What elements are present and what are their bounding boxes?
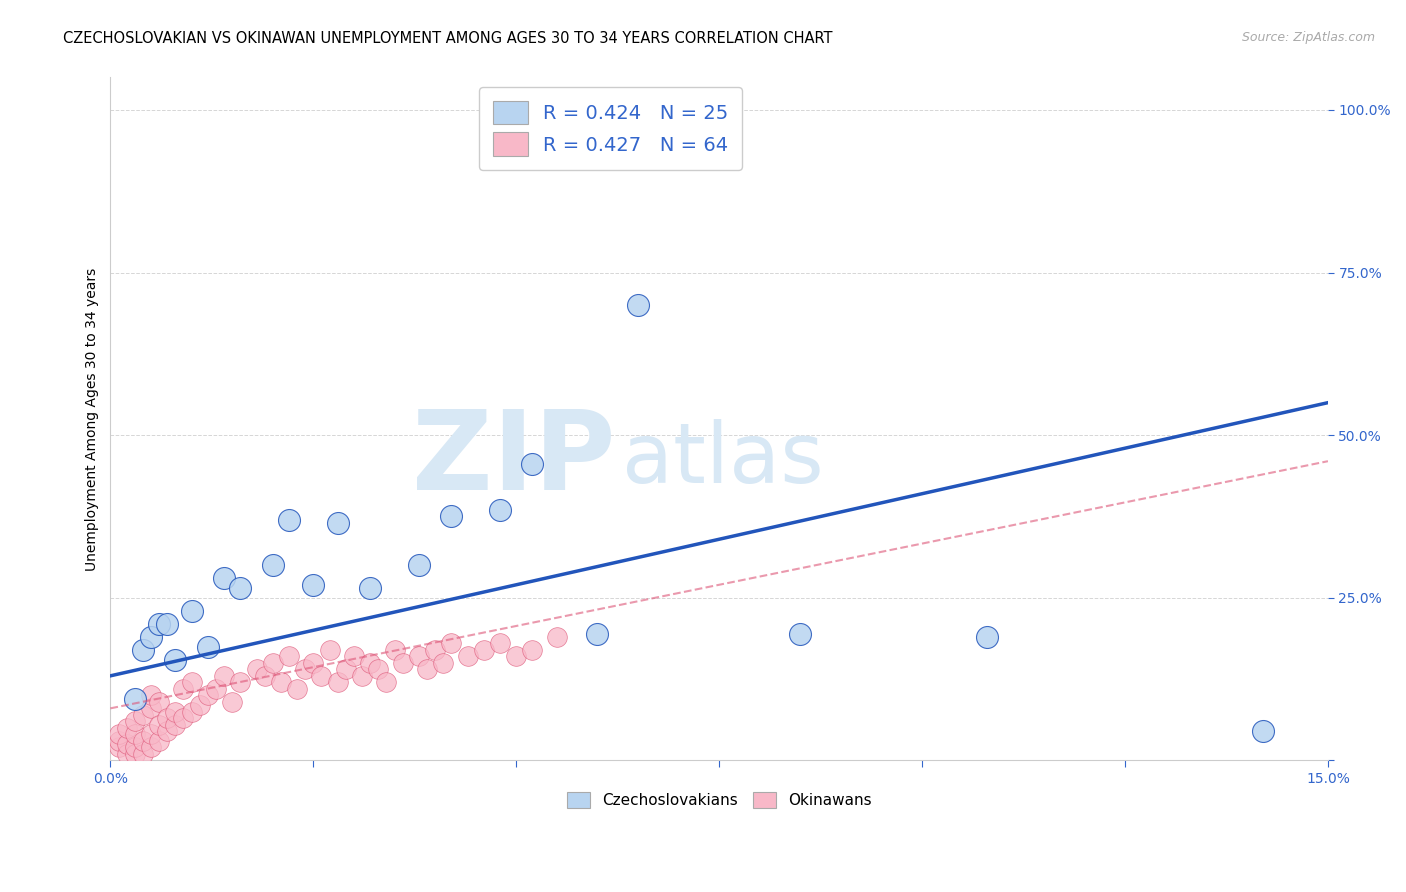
Point (457, 649, 479, 664)
Point (335, 662, 357, 676)
Point (205, 681, 228, 696)
Point (165, 652, 187, 666)
Point (294, 662, 316, 676)
Point (124, 691, 146, 706)
Point (311, 669, 333, 683)
Point (384, 642, 406, 657)
Point (278, 513, 301, 527)
Point (416, 662, 439, 676)
Point (391, 656, 413, 670)
Point (285, 681, 308, 696)
Point (197, 689, 219, 703)
Point (505, 649, 527, 664)
Point (124, 727, 146, 741)
Point (115, 747, 138, 761)
Point (156, 724, 179, 739)
Point (107, 734, 129, 748)
Point (489, 503, 512, 517)
Point (107, 740, 129, 755)
Point (139, 689, 162, 703)
Point (139, 727, 162, 741)
Text: ZIP: ZIP (412, 407, 616, 514)
Point (229, 675, 252, 690)
Point (188, 698, 211, 712)
Point (180, 675, 202, 690)
Point (1251, 724, 1274, 739)
Point (172, 681, 194, 696)
Point (522, 458, 544, 472)
Point (432, 656, 454, 670)
Point (115, 737, 138, 751)
Point (124, 740, 146, 755)
Point (124, 747, 146, 761)
Point (212, 571, 235, 585)
Point (115, 721, 138, 735)
Point (156, 711, 179, 725)
Point (148, 695, 170, 709)
Point (302, 656, 325, 670)
Point (139, 630, 162, 644)
Point (132, 642, 155, 657)
Point (440, 509, 463, 524)
Text: CZECHOSLOVAKIAN VS OKINAWAN UNEMPLOYMENT AMONG AGES 30 TO 34 YEARS CORRELATION C: CZECHOSLOVAKIAN VS OKINAWAN UNEMPLOYMENT… (63, 31, 832, 46)
Point (212, 669, 235, 683)
Text: Source: ZipAtlas.com: Source: ZipAtlas.com (1241, 31, 1375, 45)
Point (107, 727, 129, 741)
Point (367, 662, 389, 676)
Point (489, 636, 512, 650)
Point (359, 656, 381, 670)
Point (180, 604, 202, 618)
Point (423, 642, 446, 657)
Point (302, 578, 325, 592)
Point (586, 626, 609, 640)
Point (180, 705, 202, 719)
Point (278, 649, 301, 664)
Point (139, 701, 162, 715)
Legend: Czechoslovakians, Okinawans: Czechoslovakians, Okinawans (561, 786, 877, 814)
Point (789, 626, 811, 640)
Point (440, 636, 463, 650)
Point (318, 642, 340, 657)
Point (350, 669, 373, 683)
Point (976, 630, 998, 644)
Point (148, 616, 170, 631)
Point (148, 734, 170, 748)
Point (326, 675, 349, 690)
Point (124, 714, 146, 729)
Point (132, 734, 155, 748)
Point (522, 642, 544, 657)
Text: atlas: atlas (621, 419, 824, 500)
Point (132, 707, 155, 722)
Point (262, 656, 284, 670)
Point (156, 616, 179, 631)
Point (165, 705, 187, 719)
Point (375, 675, 398, 690)
Point (245, 662, 267, 676)
Point (172, 711, 194, 725)
Point (197, 640, 219, 654)
Point (221, 695, 243, 709)
Point (326, 516, 349, 530)
Point (148, 717, 170, 731)
Point (408, 558, 430, 573)
Point (139, 740, 162, 755)
Point (253, 669, 276, 683)
Point (627, 298, 650, 312)
Point (668, 148, 690, 162)
Point (359, 581, 381, 595)
Point (165, 717, 187, 731)
Point (546, 630, 568, 644)
Y-axis label: Unemployment Among Ages 30 to 34 years: Unemployment Among Ages 30 to 34 years (86, 268, 100, 571)
Point (132, 747, 155, 761)
Point (270, 675, 292, 690)
Point (229, 581, 252, 595)
Point (262, 558, 284, 573)
Point (408, 649, 430, 664)
Point (472, 642, 495, 657)
Point (343, 649, 366, 664)
